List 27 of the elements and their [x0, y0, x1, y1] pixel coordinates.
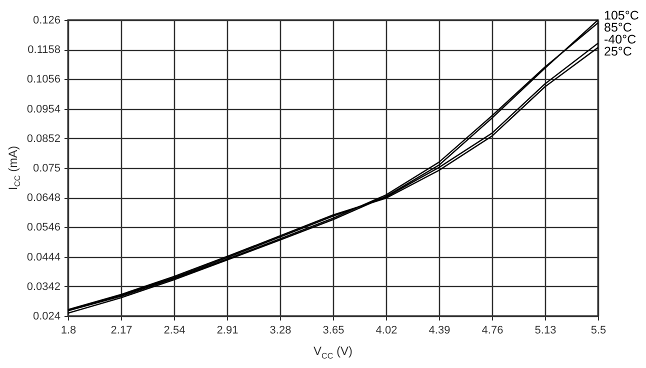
y-tick-label: 0.126	[32, 14, 60, 26]
x-tick-label: 5.5	[590, 324, 606, 336]
y-tick-label: 0.1056	[26, 74, 60, 86]
x-tick-label: 5.13	[534, 324, 556, 336]
x-tick-label: 4.02	[376, 324, 398, 336]
x-tick-label: 4.76	[482, 324, 504, 336]
series-label: 105°C	[604, 8, 639, 22]
series-label: -40°C	[604, 32, 636, 46]
y-tick-label: 0.0546	[26, 222, 60, 234]
y-tick-label: 0.0444	[26, 251, 60, 264]
y-tick-label: 0.024	[32, 310, 60, 322]
y-tick-label: 0.075	[32, 162, 60, 174]
y-tick-label: 0.0342	[26, 280, 60, 293]
x-tick-label: 3.28	[270, 324, 292, 336]
x-tick-label: 3.65	[322, 324, 344, 336]
y-tick-label: 0.0954	[26, 103, 60, 116]
x-tick-label: 4.39	[428, 324, 450, 336]
y-tick-label: 0.0648	[26, 192, 60, 204]
series-label: 85°C	[604, 20, 632, 34]
x-tick-label: 2.17	[110, 324, 132, 336]
x-axis-title: V$_{CC}$ (V)	[314, 344, 352, 360]
x-tick-label: 1.8	[60, 324, 76, 336]
x-tick-label: 2.54	[164, 324, 186, 336]
series-label: 25°C	[604, 44, 632, 58]
y-tick-label: 0.1158	[28, 44, 60, 56]
x-tick-label: 2.91	[216, 324, 238, 336]
y-tick-label: 0.0852	[26, 132, 60, 145]
